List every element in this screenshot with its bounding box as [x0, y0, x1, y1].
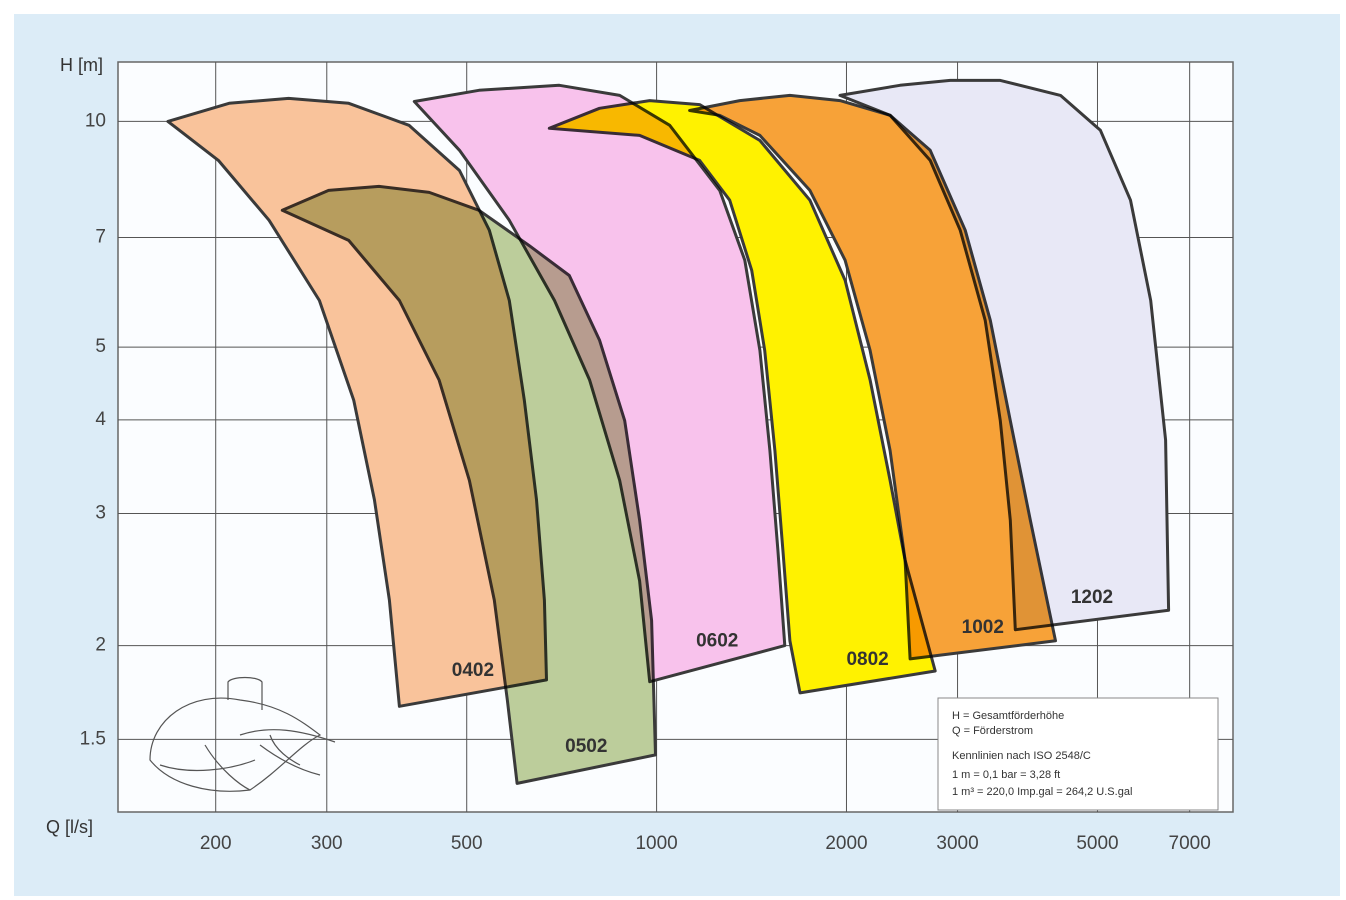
legend-box [937, 697, 1219, 811]
region-label: 0602 [696, 631, 738, 652]
region [412, 83, 787, 684]
note: Q = Förderstrom [952, 725, 1033, 737]
note: 1 m³ = 220,0 Imp.gal = 264,2 U.S.gal [952, 786, 1132, 798]
region [838, 78, 1171, 632]
y-tick-label: 7 [95, 227, 106, 248]
region-labels: 0402 0502 0602 0802 1002 1202 [452, 587, 1113, 757]
y-tick-label: 2 [95, 635, 106, 656]
note: H = Gesamtförderhöhe [952, 710, 1064, 722]
x-tick-label: 5000 [1076, 833, 1118, 854]
note: Kennlinien nach ISO 2548/C [952, 750, 1091, 762]
x-tick-label: 300 [311, 833, 343, 854]
x-tick-label: 3000 [936, 833, 978, 854]
x-axis-label: Q [l/s] [46, 817, 93, 837]
x-tick-label: 7000 [1169, 833, 1211, 854]
region-label: 0502 [565, 736, 607, 757]
region-label: 1002 [962, 617, 1004, 638]
pump-sketch [149, 676, 336, 792]
y-tick-label: 4 [95, 409, 106, 430]
y-tick-label: 10 [85, 110, 106, 131]
x-tick-label: 200 [200, 833, 232, 854]
y-tick-label: 5 [95, 336, 106, 357]
y-tick-label: 1.5 [80, 728, 106, 749]
region-label: 0802 [846, 649, 888, 670]
x-tick-label: 2000 [825, 833, 867, 854]
note: 1 m = 0,1 bar = 3,28 ft [952, 769, 1060, 781]
region-label: 0402 [452, 660, 494, 681]
regions [166, 78, 1171, 785]
y-axis-label: H [m] [60, 55, 103, 75]
region-label: 1202 [1071, 587, 1113, 608]
y-tick-label: 3 [95, 503, 106, 524]
x-tick-label: 1000 [635, 833, 677, 854]
x-tick-label: 500 [451, 833, 483, 854]
